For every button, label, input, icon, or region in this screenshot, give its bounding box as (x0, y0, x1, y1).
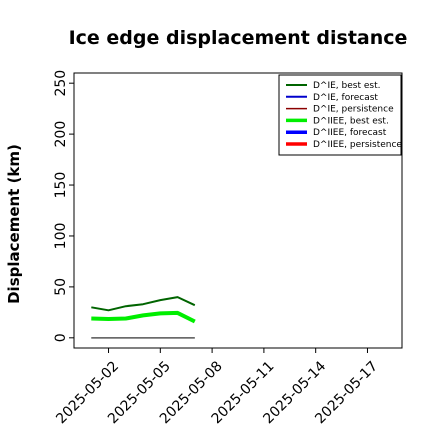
legend: D^IE, best est. D^IE, forecast D^IE, persi… (278, 74, 402, 156)
chart-title: Ice edge displacement distance (69, 27, 408, 49)
series-line-0 (91, 296, 196, 312)
legend-box (278, 74, 402, 156)
y-tick-label: 250 (53, 70, 69, 97)
legend-entry: D^IE, best est. (313, 81, 380, 91)
y-tick-label: 150 (53, 172, 69, 199)
y-axis-label: Displacement (km) (5, 144, 23, 304)
y-tick-label: 200 (53, 121, 69, 148)
y-tick-label: 100 (53, 223, 69, 250)
plot-frame (73, 72, 403, 349)
legend-entry: D^IE, persistence (313, 105, 394, 115)
legend-entry: D^IIEE, forecast (313, 128, 387, 138)
legend-entry: D^IIEE, best est. (313, 116, 389, 126)
y-tick-label: 50 (53, 278, 69, 296)
series-line-3 (91, 310, 196, 324)
y-tick-label: 0 (53, 333, 69, 342)
legend-entry: D^IIEE, persistence (313, 140, 402, 150)
legend-entry: D^IE, forecast (313, 93, 378, 103)
